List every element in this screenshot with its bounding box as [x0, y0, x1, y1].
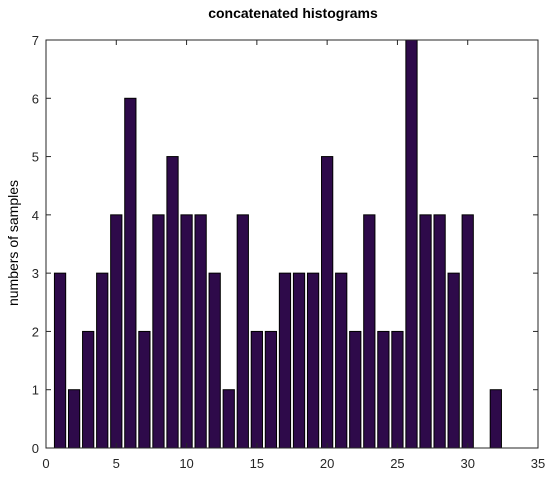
histogram-bar [391, 330, 404, 449]
x-tick-label: 35 [531, 456, 545, 471]
histogram-bar [363, 214, 376, 449]
histogram-bar [377, 330, 390, 449]
histogram-bar [349, 330, 362, 449]
histogram-bar [461, 214, 474, 449]
histogram-bar [208, 272, 221, 449]
y-tick-label: 1 [32, 383, 39, 398]
histogram-bar [138, 330, 151, 449]
y-tick-label: 4 [32, 208, 39, 223]
histogram-bar [96, 272, 109, 449]
x-tick-label: 20 [320, 456, 334, 471]
histogram-bar [236, 214, 249, 449]
x-tick-label: 30 [460, 456, 474, 471]
x-tick-label: 0 [42, 456, 49, 471]
histogram-bar [489, 389, 502, 449]
histogram-bar [447, 272, 460, 449]
histogram-bar [194, 214, 207, 449]
y-axis-label: numbers of samples [5, 180, 21, 306]
histogram-bar [433, 214, 446, 449]
histogram-bar [222, 389, 235, 449]
y-tick-label: 7 [32, 33, 39, 48]
histogram-bar [166, 156, 179, 449]
histogram-bar [306, 272, 320, 449]
chart-title: concatenated histograms [208, 5, 378, 21]
histogram-bar [180, 214, 193, 449]
histogram-bar [124, 97, 137, 449]
histogram-bar [82, 330, 95, 449]
y-tick-label: 2 [32, 324, 39, 339]
bars-layer [53, 39, 502, 449]
histogram-bar [152, 214, 165, 449]
histogram-bar [110, 214, 123, 449]
y-tick-label: 5 [32, 150, 39, 165]
histogram-bar [419, 214, 432, 449]
histogram-bar [335, 272, 348, 449]
x-tick-label: 25 [390, 456, 404, 471]
histogram-bar [53, 272, 67, 449]
y-tick-label: 6 [32, 91, 39, 106]
x-tick-label: 5 [113, 456, 120, 471]
plot-frame [45, 39, 539, 449]
histogram-bar [405, 39, 418, 449]
histogram-bar [292, 272, 306, 449]
histogram-bar [321, 156, 334, 449]
histogram-bar [67, 389, 81, 449]
y-tick-label: 0 [32, 441, 39, 456]
x-tick-label: 15 [250, 456, 264, 471]
y-tick-label: 3 [32, 266, 39, 281]
histogram-bar [278, 272, 292, 449]
histogram-bar [264, 330, 278, 449]
axes-layer: 0 5 10 15 20 25 30 35 0 1 2 3 4 5 6 7 [32, 33, 545, 471]
x-tick-label: 10 [179, 456, 193, 471]
histogram-bar [250, 330, 263, 449]
